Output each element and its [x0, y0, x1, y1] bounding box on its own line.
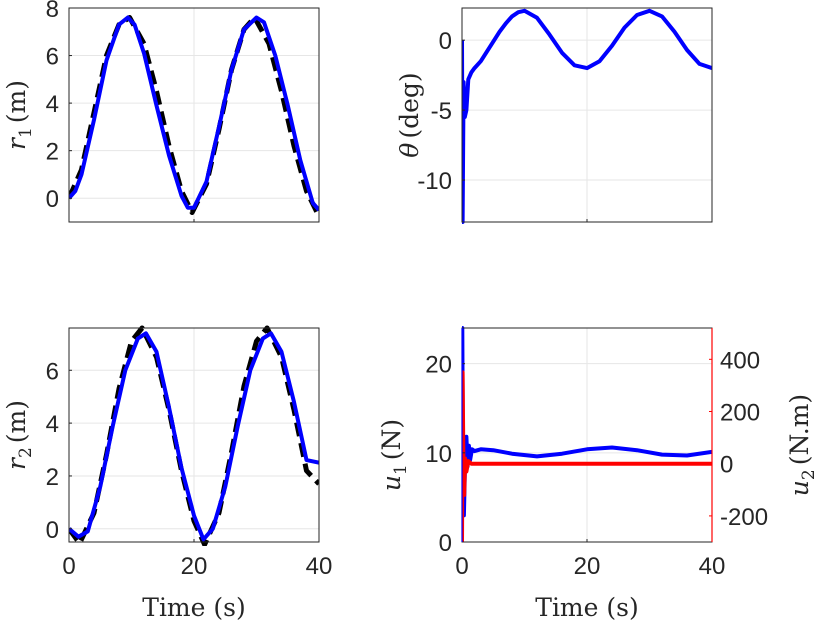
- u-ytick-right-label: 0: [720, 452, 733, 479]
- u-ytick-right-label: -200: [720, 504, 768, 531]
- theta-series-theta: [462, 8, 712, 224]
- chart-r2: 0 20 40 0 2 4 6 r2(m) Time (s): [2, 325, 333, 622]
- r1-series-reference: [69, 15, 319, 215]
- u-xtick-label: 40: [699, 553, 726, 580]
- u-ytick-label: 20: [425, 352, 452, 379]
- r1-ylabel: r1(m): [2, 80, 36, 150]
- r1-plot-area: [69, 15, 319, 215]
- r1-ytick-label: 0: [46, 186, 59, 213]
- u-plot-area: [462, 326, 712, 543]
- u-ytick-label: 0: [439, 530, 452, 557]
- u-ytick-right-label: 400: [720, 347, 760, 374]
- r2-ytick-label: 6: [46, 358, 59, 385]
- r2-ylabel: r2(m): [2, 400, 36, 470]
- theta-ytick-label: -5: [431, 98, 452, 125]
- chart-r1: 0 2 4 6 8 r1(m): [2, 0, 320, 223]
- r2-xlabel: Time (s): [142, 593, 245, 622]
- theta-plot-area: [462, 8, 712, 224]
- r2-series-actual: [69, 331, 319, 542]
- theta-ytick-label: 0: [439, 28, 452, 55]
- u-xtick-label: 0: [455, 553, 468, 580]
- u-series-u2: [462, 370, 712, 543]
- r2-xtick-label: 20: [181, 553, 208, 580]
- theta-ylabel: θ(deg): [395, 72, 424, 157]
- r1-ytick-label: 8: [46, 0, 59, 23]
- r2-xtick-label: 40: [306, 553, 333, 580]
- r2-ytick-label: 4: [46, 411, 59, 438]
- u-xlabel: Time (s): [535, 593, 638, 622]
- theta-ytick-label: -10: [417, 168, 452, 195]
- r2-plot-area: [69, 325, 319, 546]
- r2-ytick-label: 0: [46, 517, 59, 544]
- r2-xtick-label: 0: [62, 553, 75, 580]
- r1-ytick-label: 4: [46, 91, 59, 118]
- u-left-ylabel: u1(N): [377, 419, 411, 491]
- r1-ytick-label: 2: [46, 139, 59, 166]
- r1-ytick-label: 6: [46, 44, 59, 71]
- r2-ytick-label: 2: [46, 464, 59, 491]
- u-ytick-label: 10: [425, 441, 452, 468]
- chart-theta: -10 -5 0 θ(deg): [395, 7, 713, 224]
- u-ytick-right-label: 200: [720, 400, 760, 427]
- u-xtick-label: 20: [574, 553, 601, 580]
- r1-series-actual: [69, 15, 319, 212]
- u-right-ylabel: u2(N.m): [785, 394, 819, 496]
